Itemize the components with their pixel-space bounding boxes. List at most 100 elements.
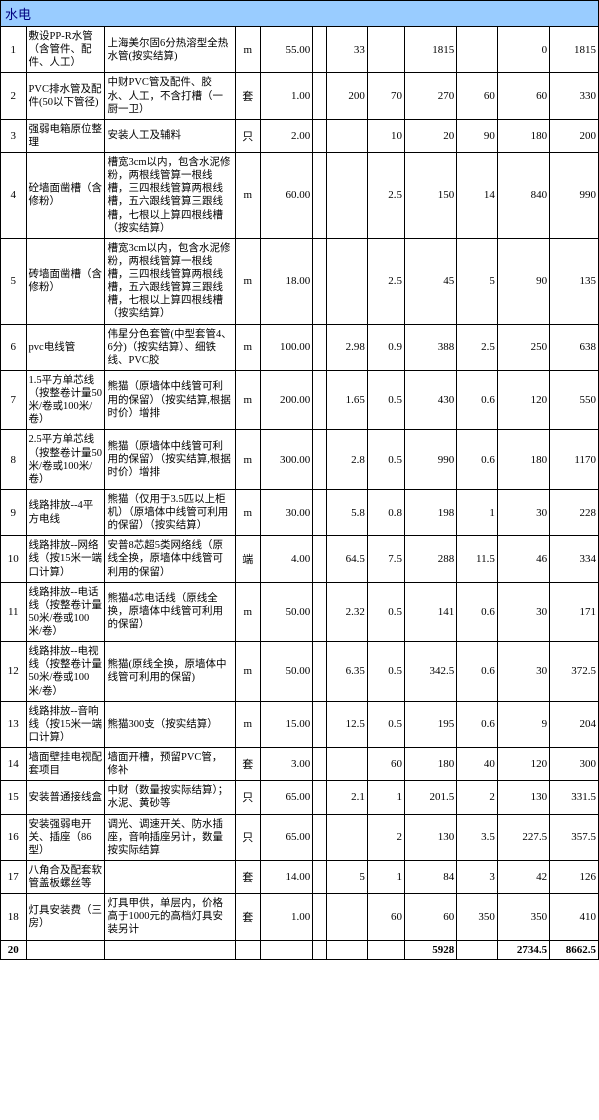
row-index: 13 (1, 701, 27, 747)
row-index: 10 (1, 536, 27, 582)
price-6: 1815 (550, 27, 599, 73)
item-desc: 熊猫4芯电话线（原线全换，原墙体中线管可利用的保留） (105, 582, 235, 642)
price-6: 300 (550, 748, 599, 781)
price-4: 40 (457, 748, 498, 781)
blank (313, 814, 327, 860)
price-3: 270 (404, 73, 456, 119)
price-5: 180 (497, 430, 549, 490)
price-3: 430 (404, 370, 456, 430)
row-index: 3 (1, 119, 27, 152)
price-3: 130 (404, 814, 456, 860)
qty: 60.00 (261, 153, 313, 239)
row-index: 5 (1, 238, 27, 324)
total-cell: 8662.5 (550, 940, 599, 959)
price-2: 7.5 (367, 536, 404, 582)
unit: 套 (235, 894, 261, 940)
row-index: 4 (1, 153, 27, 239)
price-6: 171 (550, 582, 599, 642)
price-4: 0.6 (457, 370, 498, 430)
price-1: 6.35 (327, 642, 368, 702)
price-6: 334 (550, 536, 599, 582)
price-6: 357.5 (550, 814, 599, 860)
price-4: 1 (457, 489, 498, 535)
total-cell (26, 940, 105, 959)
price-3: 990 (404, 430, 456, 490)
price-5: 42 (497, 860, 549, 893)
qty: 2.00 (261, 119, 313, 152)
total-cell (457, 940, 498, 959)
price-1: 2.8 (327, 430, 368, 490)
price-6: 135 (550, 238, 599, 324)
item-desc: 中财（数量按实际结算）；水泥、黄砂等 (105, 781, 235, 814)
table-row: 18灯具安装费（三房）灯具甲供，单层内，价格高于1000元的高档灯具安装另计套1… (1, 894, 599, 940)
total-cell (235, 940, 261, 959)
table-row: 1敷设PP-R水管（含管件、配件、人工）上海美尔固6分热溶型全热水管(按实结算)… (1, 27, 599, 73)
unit: m (235, 153, 261, 239)
total-cell (327, 940, 368, 959)
unit: m (235, 324, 261, 370)
table-row: 10线路排放--网络线（按15米一端口计算）安普8芯超5类网络线（原线全换，原墙… (1, 536, 599, 582)
price-1 (327, 238, 368, 324)
price-6: 990 (550, 153, 599, 239)
qty: 200.00 (261, 370, 313, 430)
blank (313, 370, 327, 430)
table-row: 14墙面壁挂电视配套项目墙面开槽，预留PVC管，修补套3.00601804012… (1, 748, 599, 781)
price-2 (367, 27, 404, 73)
price-3: 201.5 (404, 781, 456, 814)
price-3: 60 (404, 894, 456, 940)
row-index: 14 (1, 748, 27, 781)
price-5: 90 (497, 238, 549, 324)
row-index: 12 (1, 642, 27, 702)
price-5: 120 (497, 748, 549, 781)
price-6: 200 (550, 119, 599, 152)
item-name: 线路排放--电话线（按整卷计量50米/卷或100米/卷） (26, 582, 105, 642)
row-index: 2 (1, 73, 27, 119)
price-5: 180 (497, 119, 549, 152)
item-name: 敷设PP-R水管（含管件、配件、人工） (26, 27, 105, 73)
price-2: 0.8 (367, 489, 404, 535)
blank (313, 430, 327, 490)
price-1: 1.65 (327, 370, 368, 430)
price-5: 60 (497, 73, 549, 119)
price-6: 550 (550, 370, 599, 430)
price-6: 228 (550, 489, 599, 535)
item-name: 灯具安装费（三房） (26, 894, 105, 940)
table-row: 16安装强弱电开关、插座（86型）调光、调速开关、防水插座，音响插座另计，数量按… (1, 814, 599, 860)
blank (313, 748, 327, 781)
item-name: 线路排放--4平方电线 (26, 489, 105, 535)
price-5: 9 (497, 701, 549, 747)
blank (313, 781, 327, 814)
row-index: 17 (1, 860, 27, 893)
item-name: 2.5平方单芯线（按整卷计量50米/卷或100米/卷） (26, 430, 105, 490)
unit: m (235, 370, 261, 430)
price-3: 1815 (404, 27, 456, 73)
price-1: 200 (327, 73, 368, 119)
item-desc: 中财PVC管及配件、胶水、人工，不含打槽（一厨一卫） (105, 73, 235, 119)
price-5: 30 (497, 489, 549, 535)
table-row: 6pvc电线管伟星分色套管(中型套管4、6分)（按实结算）、细铁线、PVC胶m1… (1, 324, 599, 370)
pricing-table: 水电 1敷设PP-R水管（含管件、配件、人工）上海美尔固6分热溶型全热水管(按实… (0, 0, 599, 960)
item-name: 线路排放--电视线（按整卷计量50米/卷或100米/卷） (26, 642, 105, 702)
blank (313, 582, 327, 642)
price-1 (327, 153, 368, 239)
item-name: 强弱电箱原位整理 (26, 119, 105, 152)
row-index: 8 (1, 430, 27, 490)
price-1: 2.32 (327, 582, 368, 642)
item-desc: 熊猫(原线全换，原墙体中线管可利用的保留) (105, 642, 235, 702)
total-cell: 5928 (404, 940, 456, 959)
row-index: 16 (1, 814, 27, 860)
section-title: 水电 (1, 1, 599, 27)
qty: 18.00 (261, 238, 313, 324)
table-row: 12线路排放--电视线（按整卷计量50米/卷或100米/卷）熊猫(原线全换，原墙… (1, 642, 599, 702)
item-name: 线路排放--网络线（按15米一端口计算） (26, 536, 105, 582)
item-desc: 熊猫300支（按实结算） (105, 701, 235, 747)
price-5: 46 (497, 536, 549, 582)
price-6: 410 (550, 894, 599, 940)
price-4: 0.6 (457, 642, 498, 702)
price-5: 840 (497, 153, 549, 239)
price-3: 198 (404, 489, 456, 535)
item-desc: 安普8芯超5类网络线（原线全换，原墙体中线管可利用的保留） (105, 536, 235, 582)
row-index: 11 (1, 582, 27, 642)
table-row: 17八角合及配套软管盖板螺丝等套14.005184342126 (1, 860, 599, 893)
price-1: 33 (327, 27, 368, 73)
